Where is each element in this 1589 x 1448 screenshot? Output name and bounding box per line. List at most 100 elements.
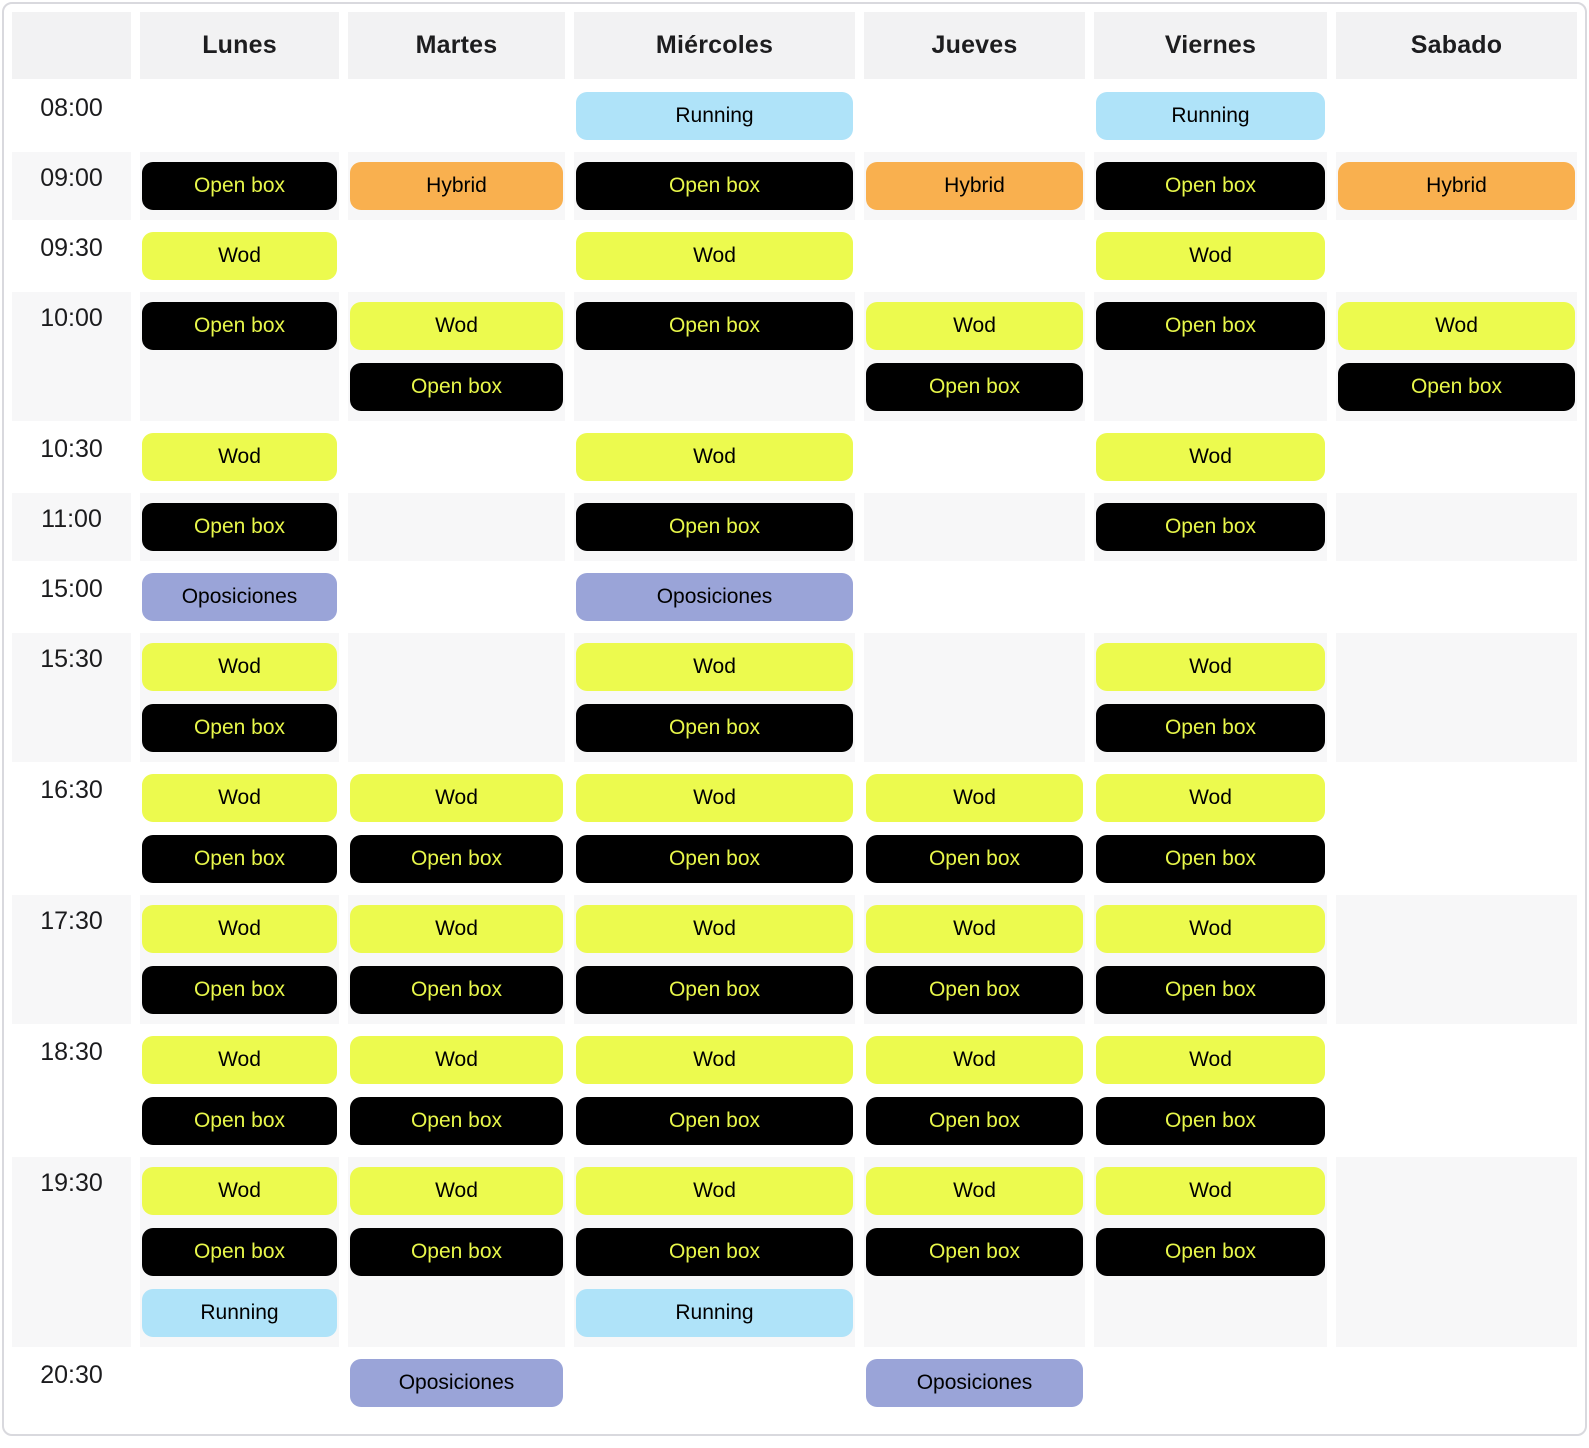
event-pill-open-box[interactable]: Open box <box>1096 162 1325 210</box>
event-pill-open-box[interactable]: Open box <box>350 835 563 883</box>
event-pill-oposiciones[interactable]: Oposiciones <box>576 573 853 621</box>
day-header-lunes: Lunes <box>140 12 339 79</box>
schedule-cell <box>1336 895 1577 1024</box>
schedule-cell: Open box <box>574 493 855 561</box>
event-pill-wod[interactable]: Wod <box>1096 433 1325 481</box>
event-pill-wod[interactable]: Wod <box>1096 774 1325 822</box>
event-pill-wod[interactable]: Wod <box>142 905 337 953</box>
event-pill-wod[interactable]: Wod <box>350 905 563 953</box>
event-pill-open-box[interactable]: Open box <box>142 302 337 350</box>
event-pill-open-box[interactable]: Open box <box>576 835 853 883</box>
schedule-cell: Wod Open box <box>348 1157 565 1347</box>
event-pill-open-box[interactable]: Open box <box>866 1228 1083 1276</box>
schedule-cell: Wod Open box <box>574 1026 855 1155</box>
event-pill-open-box[interactable]: Open box <box>1338 363 1575 411</box>
event-pill-open-box[interactable]: Open box <box>866 835 1083 883</box>
schedule-cell: Wod Open box <box>864 895 1085 1024</box>
event-pill-wod[interactable]: Wod <box>350 1036 563 1084</box>
time-label: 11:00 <box>12 493 131 561</box>
event-pill-open-box[interactable]: Open box <box>576 704 853 752</box>
event-pill-wod[interactable]: Wod <box>1096 1036 1325 1084</box>
schedule-cell: Hybrid <box>348 152 565 220</box>
event-pill-open-box[interactable]: Open box <box>350 966 563 1014</box>
event-pill-hybrid[interactable]: Hybrid <box>1338 162 1575 210</box>
event-pill-open-box[interactable]: Open box <box>142 503 337 551</box>
event-pill-open-box[interactable]: Open box <box>866 363 1083 411</box>
event-pill-running[interactable]: Running <box>142 1289 337 1337</box>
event-pill-wod[interactable]: Wod <box>866 905 1083 953</box>
schedule-cell <box>348 563 565 631</box>
event-pill-open-box[interactable]: Open box <box>1096 1228 1325 1276</box>
event-pill-open-box[interactable]: Open box <box>350 1097 563 1145</box>
event-pill-wod[interactable]: Wod <box>1338 302 1575 350</box>
event-pill-open-box[interactable]: Open box <box>142 704 337 752</box>
event-pill-open-box[interactable]: Open box <box>1096 966 1325 1014</box>
event-pill-wod[interactable]: Wod <box>576 1167 853 1215</box>
event-pill-wod[interactable]: Wod <box>866 774 1083 822</box>
schedule-cell <box>864 222 1085 290</box>
event-pill-open-box[interactable]: Open box <box>576 503 853 551</box>
event-pill-wod[interactable]: Wod <box>142 433 337 481</box>
time-label: 17:30 <box>12 895 131 1024</box>
event-pill-open-box[interactable]: Open box <box>576 162 853 210</box>
event-pill-open-box[interactable]: Open box <box>350 1228 563 1276</box>
event-pill-running[interactable]: Running <box>1096 92 1325 140</box>
event-pill-wod[interactable]: Wod <box>866 302 1083 350</box>
event-pill-open-box[interactable]: Open box <box>142 162 337 210</box>
schedule-cell: Open box <box>140 493 339 561</box>
event-pill-wod[interactable]: Wod <box>142 774 337 822</box>
event-pill-open-box[interactable]: Open box <box>866 1097 1083 1145</box>
event-pill-wod[interactable]: Wod <box>142 643 337 691</box>
event-pill-open-box[interactable]: Open box <box>1096 835 1325 883</box>
event-pill-oposiciones[interactable]: Oposiciones <box>866 1359 1083 1407</box>
schedule-cell <box>1336 1157 1577 1347</box>
time-label: 19:30 <box>12 1157 131 1347</box>
schedule-cell <box>348 222 565 290</box>
event-pill-open-box[interactable]: Open box <box>576 966 853 1014</box>
event-pill-wod[interactable]: Wod <box>576 774 853 822</box>
schedule-cell <box>1336 222 1577 290</box>
event-pill-open-box[interactable]: Open box <box>350 363 563 411</box>
event-pill-oposiciones[interactable]: Oposiciones <box>142 573 337 621</box>
event-pill-wod[interactable]: Wod <box>350 774 563 822</box>
event-pill-wod[interactable]: Wod <box>576 232 853 280</box>
schedule-cell: Wod Open box <box>140 895 339 1024</box>
schedule-cell <box>864 82 1085 150</box>
event-pill-wod[interactable]: Wod <box>576 643 853 691</box>
event-pill-open-box[interactable]: Open box <box>866 966 1083 1014</box>
event-pill-running[interactable]: Running <box>576 1289 853 1337</box>
event-pill-wod[interactable]: Wod <box>1096 905 1325 953</box>
event-pill-hybrid[interactable]: Hybrid <box>866 162 1083 210</box>
event-pill-wod[interactable]: Wod <box>866 1167 1083 1215</box>
event-pill-wod[interactable]: Wod <box>576 905 853 953</box>
event-pill-hybrid[interactable]: Hybrid <box>350 162 563 210</box>
event-pill-open-box[interactable]: Open box <box>142 835 337 883</box>
event-pill-wod[interactable]: Wod <box>350 302 563 350</box>
event-pill-wod[interactable]: Wod <box>350 1167 563 1215</box>
event-pill-wod[interactable]: Wod <box>1096 232 1325 280</box>
event-pill-wod[interactable]: Wod <box>142 1167 337 1215</box>
event-pill-open-box[interactable]: Open box <box>142 1228 337 1276</box>
event-pill-open-box[interactable]: Open box <box>576 1228 853 1276</box>
event-pill-wod[interactable]: Wod <box>1096 643 1325 691</box>
schedule-row-2030: 20:30 Oposiciones Oposiciones <box>12 1349 1577 1417</box>
schedule-cell: Open box <box>1094 493 1327 561</box>
event-pill-open-box[interactable]: Open box <box>576 1097 853 1145</box>
event-pill-wod[interactable]: Wod <box>142 1036 337 1084</box>
event-pill-open-box[interactable]: Open box <box>1096 503 1325 551</box>
event-pill-wod[interactable]: Wod <box>142 232 337 280</box>
event-pill-open-box[interactable]: Open box <box>576 302 853 350</box>
event-pill-open-box[interactable]: Open box <box>1096 302 1325 350</box>
event-pill-wod[interactable]: Wod <box>1096 1167 1325 1215</box>
event-pill-wod[interactable]: Wod <box>866 1036 1083 1084</box>
schedule-cell: Wod Open box <box>1094 1157 1327 1347</box>
event-pill-wod[interactable]: Wod <box>576 433 853 481</box>
event-pill-open-box[interactable]: Open box <box>142 966 337 1014</box>
event-pill-running[interactable]: Running <box>576 92 853 140</box>
event-pill-open-box[interactable]: Open box <box>1096 1097 1325 1145</box>
event-pill-oposiciones[interactable]: Oposiciones <box>350 1359 563 1407</box>
event-pill-open-box[interactable]: Open box <box>1096 704 1325 752</box>
event-pill-wod[interactable]: Wod <box>576 1036 853 1084</box>
event-pill-open-box[interactable]: Open box <box>142 1097 337 1145</box>
